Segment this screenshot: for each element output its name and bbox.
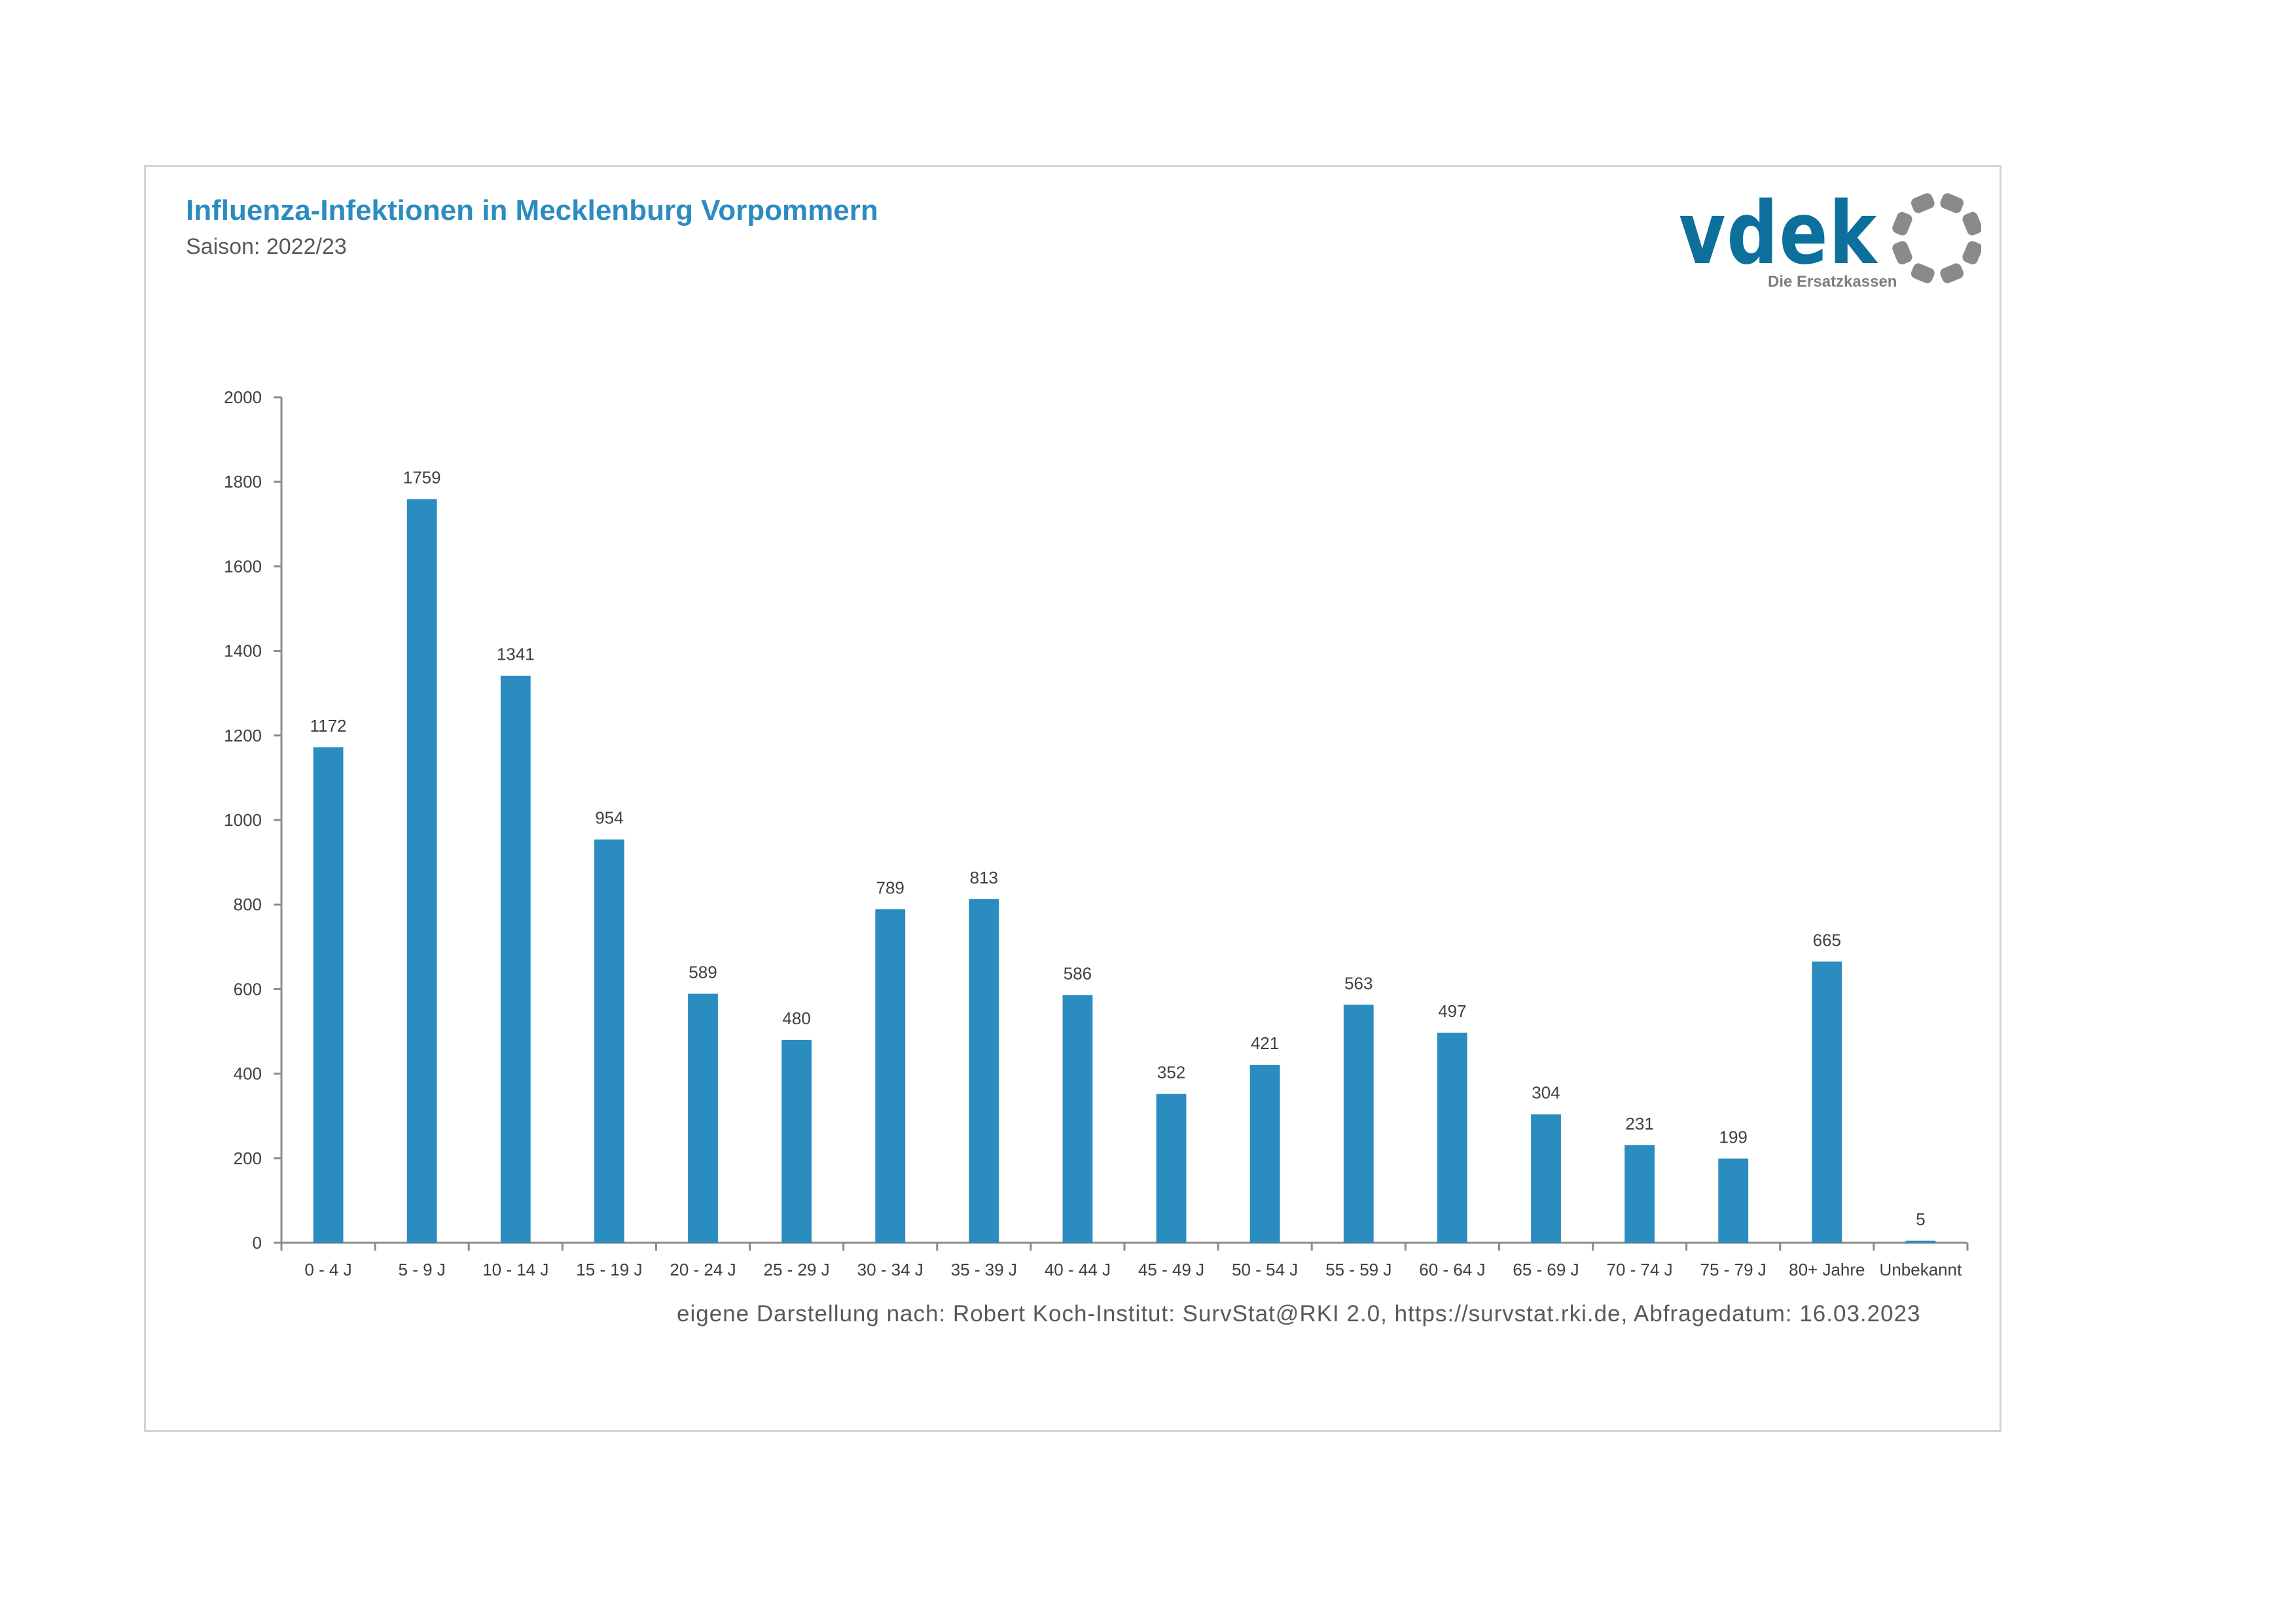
bar <box>1343 1005 1374 1243</box>
x-tick-label: 45 - 49 J <box>1138 1260 1204 1279</box>
y-axis: 0 200 400 600 800 1000 1200 1400 1600 1800 2000 <box>224 387 283 1253</box>
bar <box>1437 1032 1467 1243</box>
data-label: 304 <box>1532 1083 1560 1103</box>
bar <box>1249 1065 1280 1243</box>
data-label: 199 <box>1719 1127 1748 1147</box>
x-tick-label: 65 - 69 J <box>1513 1260 1579 1279</box>
ring-segment <box>1940 263 1964 283</box>
data-label: 589 <box>689 963 717 982</box>
bar <box>594 839 624 1243</box>
data-label: 352 <box>1157 1063 1185 1082</box>
bars: 1172 1759 1341 954 589 480 789 813 586 352 421 563 4… <box>310 468 1936 1243</box>
ring-segment <box>1910 193 1935 213</box>
ring-segment <box>1940 193 1964 213</box>
ring-segment <box>1892 211 1912 236</box>
bar <box>1531 1114 1561 1243</box>
chart-title: Influenza-Infektionen in Mecklenburg Vor… <box>186 194 878 226</box>
data-label: 1172 <box>310 716 347 736</box>
ring-icon <box>1892 193 1981 283</box>
bar <box>1718 1158 1749 1243</box>
bar <box>500 675 531 1243</box>
ring-segment <box>1892 241 1912 265</box>
bar <box>1156 1094 1187 1243</box>
y-tick-label: 400 <box>234 1064 262 1084</box>
y-tick-label: 0 <box>253 1233 262 1253</box>
ring-segment <box>1962 241 1981 265</box>
x-tick-label: 25 - 29 J <box>764 1260 830 1279</box>
x-tick-label: 30 - 34 J <box>857 1260 924 1279</box>
bar <box>1062 995 1093 1243</box>
y-tick-label: 800 <box>234 895 262 914</box>
data-label: 1341 <box>497 645 535 664</box>
vdek-wordmark: vdek <box>1679 190 1878 284</box>
bar <box>1905 1240 1936 1243</box>
data-label: 480 <box>782 1008 810 1028</box>
x-tick-label: 5 - 9 J <box>399 1260 446 1279</box>
data-label: 954 <box>595 808 623 828</box>
x-tick-label: 0 - 4 J <box>304 1260 351 1279</box>
chart-subtitle: Saison: 2022/23 <box>186 234 347 259</box>
x-tick-label: 80+ Jahre <box>1789 1260 1865 1279</box>
x-tick-label: 40 - 44 J <box>1045 1260 1111 1279</box>
y-tick-label: 1800 <box>224 472 262 491</box>
bar <box>688 993 718 1243</box>
data-label: 497 <box>1438 1001 1466 1021</box>
ring-segment <box>1962 211 1981 236</box>
x-tick-label: 50 - 54 J <box>1232 1260 1298 1279</box>
bar <box>1624 1145 1655 1243</box>
y-tick-label: 1200 <box>224 726 262 745</box>
x-tick-label: 35 - 39 J <box>951 1260 1017 1279</box>
bar <box>875 909 906 1243</box>
y-tick-label: 200 <box>234 1149 262 1168</box>
y-tick-label: 1600 <box>224 556 262 576</box>
y-tick-label: 2000 <box>224 387 262 407</box>
data-label: 586 <box>1064 963 1092 983</box>
x-axis: 0 - 4 J 5 - 9 J 10 - 14 J 15 - 19 J 20 - 24 … <box>280 1241 1969 1279</box>
data-label: 813 <box>970 868 998 887</box>
bar <box>1812 961 1842 1243</box>
data-label: 421 <box>1251 1033 1279 1053</box>
x-tick-label: 75 - 79 J <box>1700 1260 1767 1279</box>
data-label: 1759 <box>403 468 441 488</box>
vdek-logo: vdek Die Ersatzkassen <box>1679 190 1981 291</box>
x-tick-label: 20 - 24 J <box>670 1260 736 1279</box>
vdek-tagline: Die Ersatzkassen <box>1768 273 1897 291</box>
x-tick-label: 60 - 64 J <box>1419 1260 1485 1279</box>
bar <box>406 499 437 1243</box>
x-tick-label: 55 - 59 J <box>1325 1260 1391 1279</box>
y-tick-label: 600 <box>234 979 262 999</box>
y-tick-label: 1000 <box>224 810 262 830</box>
bar <box>313 747 344 1243</box>
ring-segment <box>1910 263 1935 283</box>
bar <box>781 1039 812 1243</box>
x-tick-label: Unbekannt <box>1880 1260 1963 1279</box>
bar <box>969 899 999 1243</box>
x-tick-label: 70 - 74 J <box>1607 1260 1673 1279</box>
data-label: 665 <box>1813 930 1841 950</box>
data-label: 563 <box>1344 973 1372 993</box>
data-label: 231 <box>1625 1114 1653 1133</box>
data-label: 5 <box>1916 1209 1925 1229</box>
x-tick-label: 15 - 19 J <box>576 1260 642 1279</box>
x-tick-label: 10 - 14 J <box>482 1260 548 1279</box>
source-note: eigene Darstellung nach: Robert Koch-Ins… <box>677 1301 1921 1327</box>
data-label: 789 <box>876 878 905 897</box>
y-tick-label: 1400 <box>224 641 262 661</box>
